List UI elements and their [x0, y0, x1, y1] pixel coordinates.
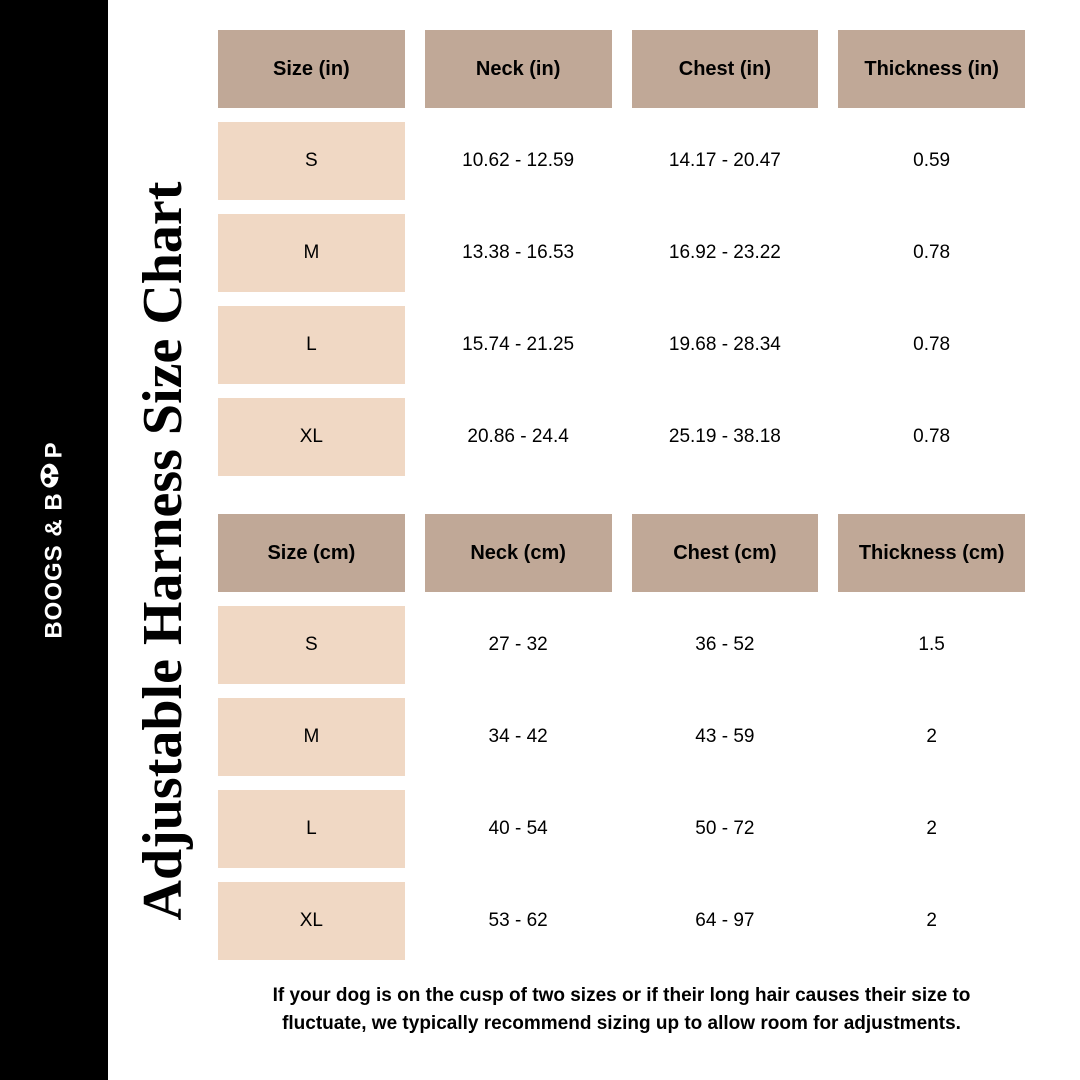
neck-cell: 10.62 - 12.59 [425, 122, 612, 200]
col-header-chest: Chest (in) [632, 30, 819, 108]
chest-cell: 25.19 - 38.18 [632, 398, 819, 476]
thickness-cell: 0.59 [838, 122, 1025, 200]
title-column: Adjustable Harness Size Chart [108, 0, 218, 1080]
col-header-thickness: Thickness (in) [838, 30, 1025, 108]
nose-icon [40, 462, 69, 488]
neck-cell: 13.38 - 16.53 [425, 214, 612, 292]
brand-text-pre: BOOGS & B [40, 492, 68, 638]
brand-sidebar: BOOGS & B P [0, 0, 108, 1080]
chest-cell: 36 - 52 [632, 606, 819, 684]
neck-cell: 40 - 54 [425, 790, 612, 868]
thickness-cell: 1.5 [838, 606, 1025, 684]
size-cell: XL [218, 882, 405, 960]
neck-cell: 15.74 - 21.25 [425, 306, 612, 384]
neck-cell: 53 - 62 [425, 882, 612, 960]
chest-cell: 14.17 - 20.47 [632, 122, 819, 200]
chest-cell: 64 - 97 [632, 882, 819, 960]
chest-cell: 19.68 - 28.34 [632, 306, 819, 384]
size-table-inches: Size (in) Neck (in) Chest (in) Thickness… [218, 30, 1025, 476]
col-header-size: Size (in) [218, 30, 405, 108]
thickness-cell: 2 [838, 790, 1025, 868]
size-cell: M [218, 214, 405, 292]
brand-text-post: P [40, 441, 68, 458]
sizing-footnote: If your dog is on the cusp of two sizes … [218, 982, 1025, 1037]
chest-cell: 16.92 - 23.22 [632, 214, 819, 292]
thickness-cell: 0.78 [838, 214, 1025, 292]
size-cell: L [218, 306, 405, 384]
size-cell: S [218, 122, 405, 200]
neck-cell: 34 - 42 [425, 698, 612, 776]
col-header-size: Size (cm) [218, 514, 405, 592]
page-title: Adjustable Harness Size Chart [131, 181, 195, 920]
size-cell: S [218, 606, 405, 684]
chest-cell: 43 - 59 [632, 698, 819, 776]
col-header-chest: Chest (cm) [632, 514, 819, 592]
thickness-cell: 0.78 [838, 398, 1025, 476]
neck-cell: 20.86 - 24.4 [425, 398, 612, 476]
thickness-cell: 0.78 [838, 306, 1025, 384]
neck-cell: 27 - 32 [425, 606, 612, 684]
size-table-cm: Size (cm) Neck (cm) Chest (cm) Thickness… [218, 514, 1025, 960]
col-header-thickness: Thickness (cm) [838, 514, 1025, 592]
size-cell: L [218, 790, 405, 868]
brand-logo: BOOGS & B P [40, 441, 69, 638]
col-header-neck: Neck (cm) [425, 514, 612, 592]
col-header-neck: Neck (in) [425, 30, 612, 108]
size-cell: M [218, 698, 405, 776]
thickness-cell: 2 [838, 698, 1025, 776]
chest-cell: 50 - 72 [632, 790, 819, 868]
thickness-cell: 2 [838, 882, 1025, 960]
content-area: Size (in) Neck (in) Chest (in) Thickness… [218, 0, 1080, 1080]
size-cell: XL [218, 398, 405, 476]
